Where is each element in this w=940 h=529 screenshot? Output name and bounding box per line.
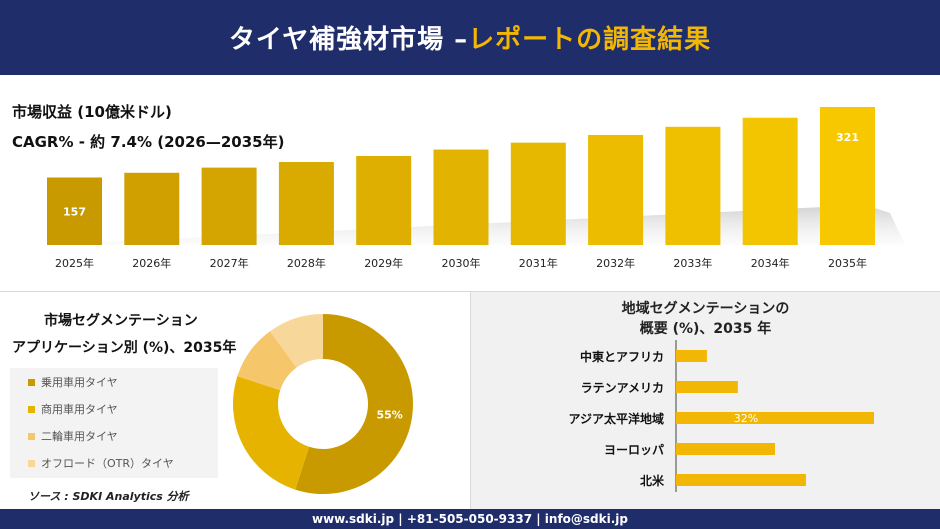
donut-slice — [295, 314, 413, 494]
legend-label: オフロード（OTR）タイヤ — [41, 457, 174, 470]
region-panel: 地域セグメンテーションの 概要 (%)、2035 年 中東とアフリカ ラテンアメリ… — [471, 292, 940, 509]
region-category-label: 中東とアフリカ — [580, 349, 664, 364]
year-tick-label: 2027年 — [210, 256, 249, 270]
revenue-data-label: 157 — [63, 205, 86, 218]
region-bar — [676, 381, 738, 393]
year-tick-label: 2030年 — [442, 256, 481, 270]
application-legend — [10, 368, 218, 478]
revenue-bar — [47, 177, 102, 245]
region-bar — [676, 443, 775, 455]
year-tick-label: 2029年 — [364, 256, 403, 270]
revenue-bar — [433, 149, 489, 245]
revenue-bar — [510, 142, 566, 245]
year-tick-label: 2032年 — [596, 256, 635, 270]
legend-item: 商用車用タイヤ — [28, 401, 118, 417]
cagr-label: CAGR% - 約 7.4% (2026—2035年) — [12, 133, 285, 151]
region-category-label: ラテンアメリカ — [581, 381, 664, 395]
year-tick-label: 2025年 — [55, 256, 94, 270]
revenue-bar — [278, 162, 334, 245]
region-data-label: 32% — [734, 412, 758, 425]
revenue-label: 市場収益 (10億米ドル) — [12, 103, 172, 121]
revenue-bar — [356, 156, 412, 245]
report-header: タイヤ補強材市場 – レポートの調査結果 — [0, 0, 940, 75]
revenue-bar — [665, 126, 721, 245]
year-tick-label: 2028年 — [287, 256, 326, 270]
revenue-data-label: 321 — [836, 131, 859, 144]
region-title-line1: 地域セグメンテーションの — [621, 301, 790, 317]
donut-data-label: 55% — [376, 409, 402, 422]
vertical-divider — [470, 292, 471, 509]
legend-swatch — [28, 378, 35, 386]
revenue-panel: 市場収益 (10億米ドル) CAGR% - 約 7.4% (2026—2035年… — [0, 75, 940, 290]
donut-slice — [270, 314, 323, 368]
revenue-bar-chart: 2025年 157 2026年 2027年 2028年 2029年 2030年 2031年 20… — [40, 107, 905, 270]
header-title: タイヤ補強材市場 – — [228, 25, 469, 55]
region-bar — [676, 412, 874, 424]
revenue-bar — [201, 167, 257, 245]
revenue-bar — [820, 107, 875, 245]
legend-item: オフロード（OTR）タイヤ — [28, 455, 174, 471]
region-bar — [676, 350, 707, 362]
region-title-line2: 概要 (%)、2035 年 — [639, 321, 772, 337]
year-tick-label: 2035年 — [828, 256, 867, 270]
legend-item: 乗用車用タイヤ — [28, 374, 118, 390]
legend-label: 乗用車用タイヤ — [41, 376, 118, 389]
legend-swatch — [28, 459, 35, 467]
region-category-label: ヨーロッパ — [604, 443, 664, 457]
application-title-line2: アプリケーション別 (%)、2035年 — [12, 340, 237, 356]
donut-slice — [237, 331, 297, 391]
year-tick-label: 2033年 — [673, 256, 712, 270]
legend-label: 二輪車用タイヤ — [41, 430, 118, 443]
legend-swatch — [28, 432, 35, 440]
legend-label: 商用車用タイヤ — [41, 403, 118, 416]
year-tick-label: 2026年 — [132, 256, 171, 270]
revenue-bar — [742, 117, 798, 245]
region-category-label: 北米 — [640, 473, 665, 488]
revenue-bar — [588, 134, 644, 245]
horizontal-divider — [0, 291, 940, 292]
legend-item: 二輪車用タイヤ — [28, 428, 118, 444]
header-title-accent: レポートの調査結果 — [468, 25, 712, 55]
legend-swatch — [28, 405, 35, 413]
footer-contact: www.sdki.jp | +81-505-050-9337 | info@sd… — [311, 512, 628, 526]
donut-slice — [233, 376, 310, 490]
revenue-bar — [124, 172, 180, 245]
contact-footer: www.sdki.jp | +81-505-050-9337 | info@sd… — [0, 509, 940, 529]
application-panel: 市場セグメンテーション アプリケーション別 (%)、2035年 乗用車用タイヤ商… — [0, 292, 470, 509]
region-category-label: アジア太平洋地域 — [568, 411, 664, 426]
region-bar — [676, 474, 806, 486]
year-tick-label: 2034年 — [751, 256, 790, 270]
application-donut-chart: 55% — [233, 314, 413, 494]
application-title-line1: 市場セグメンテーション — [44, 313, 198, 329]
year-tick-label: 2031年 — [519, 256, 558, 270]
source-note: ソース : SDKI Analytics 分析 — [28, 490, 189, 503]
